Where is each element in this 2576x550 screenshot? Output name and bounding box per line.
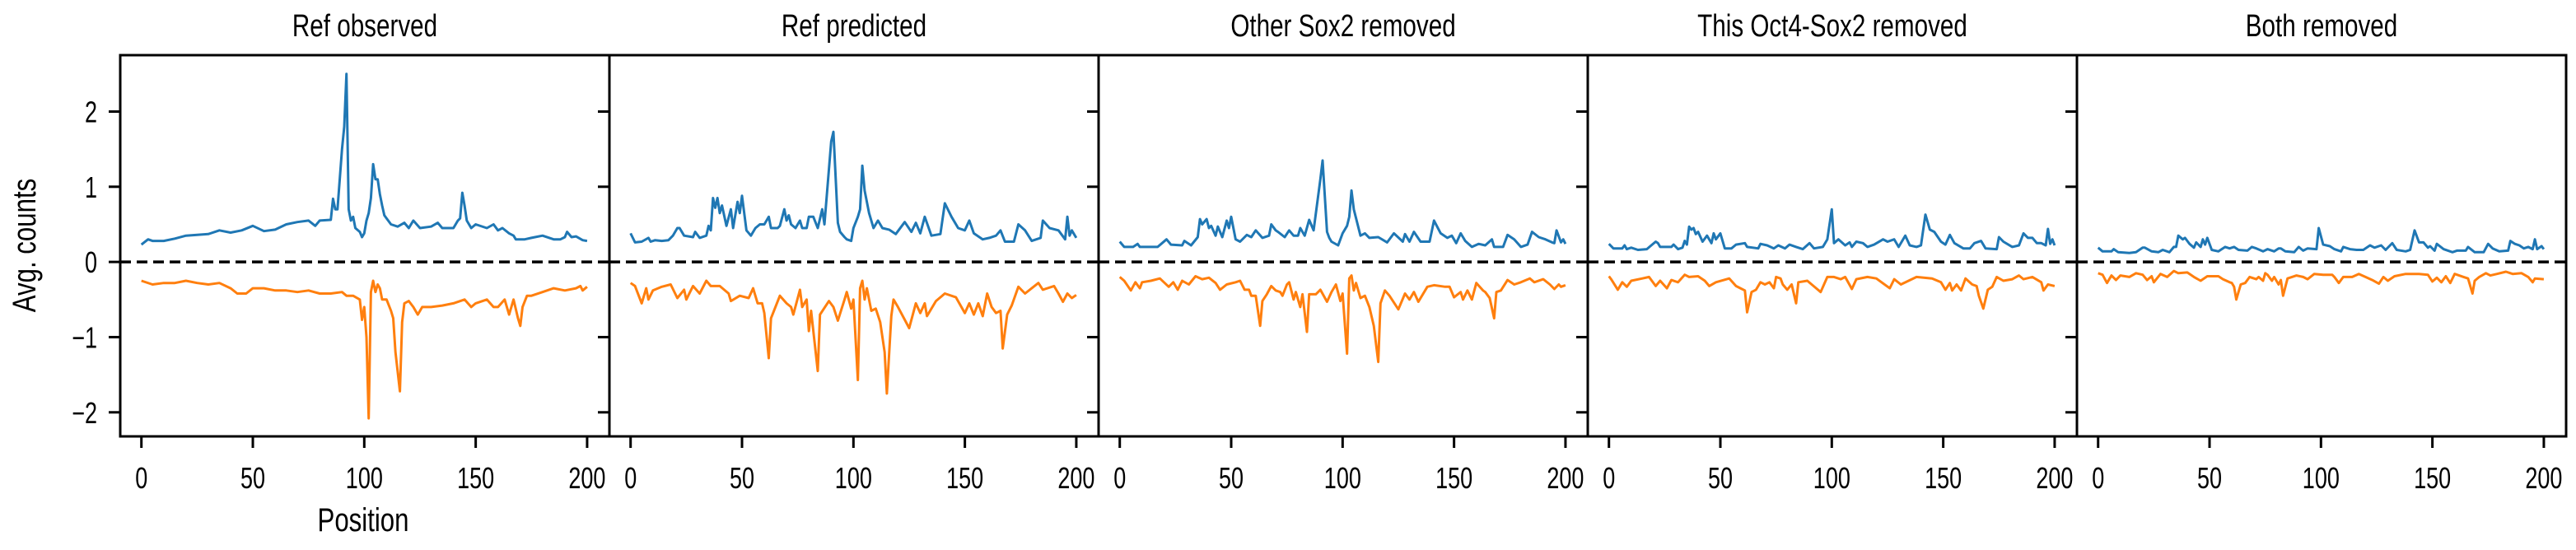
panel-5: Both removed 0 50 100 150 200 xyxy=(2065,9,2568,495)
negative-strand-line xyxy=(141,279,588,420)
panel-4: This Oct4-Sox2 removed 0 50 100 150 200 xyxy=(1576,9,2079,495)
x-tick-label: 0 xyxy=(1603,461,1615,495)
axes-frame xyxy=(608,54,1100,438)
x-tick-label: 150 xyxy=(2414,461,2451,495)
x-tick-label: 0 xyxy=(135,461,147,495)
negative-strand-line xyxy=(2098,269,2545,301)
panel-1: Ref observed 0 50 100 150 200 −2 −1 0 1 2 xyxy=(72,9,611,495)
x-tick-label: 100 xyxy=(835,461,872,495)
x-tick-label: 150 xyxy=(457,461,494,495)
x-tick-label: 150 xyxy=(946,461,983,495)
panel-2: Ref predicted 0 50 100 150 200 xyxy=(598,9,1100,495)
y-tick-label: 1 xyxy=(85,170,97,204)
positive-strand-line xyxy=(629,130,1078,244)
x-tick-label: 50 xyxy=(1708,461,1733,495)
x-tick-label: 0 xyxy=(1113,461,1126,495)
x-tick-label: 100 xyxy=(2303,461,2340,495)
x-tick-label: 100 xyxy=(1813,461,1850,495)
panel-title: This Oct4-Sox2 removed xyxy=(1697,9,1967,44)
positive-strand-line xyxy=(2097,226,2546,254)
x-tick-label: 0 xyxy=(624,461,637,495)
positive-strand-line xyxy=(1118,159,1567,249)
x-tick-label: 150 xyxy=(1925,461,1962,495)
y-tick-label: 0 xyxy=(85,245,97,279)
x-tick-label: 50 xyxy=(1219,461,1244,495)
x-tick-label: 200 xyxy=(2036,461,2073,495)
x-axis-label: Position xyxy=(318,501,409,538)
y-axis-label: Avg. counts xyxy=(6,179,43,312)
panel-title: Both removed xyxy=(2246,9,2397,44)
positive-strand-line xyxy=(1608,207,2056,251)
y-tick-label: −1 xyxy=(72,321,97,355)
x-tick-label: 100 xyxy=(1324,461,1361,495)
y-tick-label: −2 xyxy=(72,396,97,430)
axes-frame xyxy=(2075,54,2568,438)
panels: Ref observed 0 50 100 150 200 −2 −1 0 1 2 Ref predi… xyxy=(72,9,2568,495)
x-tick-label: 150 xyxy=(1435,461,1472,495)
panel-title: Other Sox2 removed xyxy=(1230,9,1455,44)
x-tick-label: 200 xyxy=(568,461,605,495)
x-tick-label: 0 xyxy=(2092,461,2104,495)
axes-frame xyxy=(119,54,611,438)
x-tick-label: 200 xyxy=(1547,461,1584,495)
panel-title: Ref observed xyxy=(292,9,437,44)
x-tick-label: 50 xyxy=(240,461,265,495)
negative-strand-line xyxy=(1118,274,1566,364)
y-tick-label: 2 xyxy=(85,96,97,129)
negative-strand-line xyxy=(1608,273,2056,314)
positive-strand-line xyxy=(140,72,588,246)
x-tick-label: 200 xyxy=(2525,461,2562,495)
x-tick-label: 50 xyxy=(2197,461,2222,495)
panel-title: Ref predicted xyxy=(782,9,926,44)
x-tick-label: 50 xyxy=(730,461,754,495)
negative-strand-line xyxy=(629,279,1077,395)
x-tick-label: 200 xyxy=(1057,461,1094,495)
x-tick-label: 100 xyxy=(346,461,383,495)
panel-3: Other Sox2 removed 0 50 100 150 200 xyxy=(1087,9,1589,495)
